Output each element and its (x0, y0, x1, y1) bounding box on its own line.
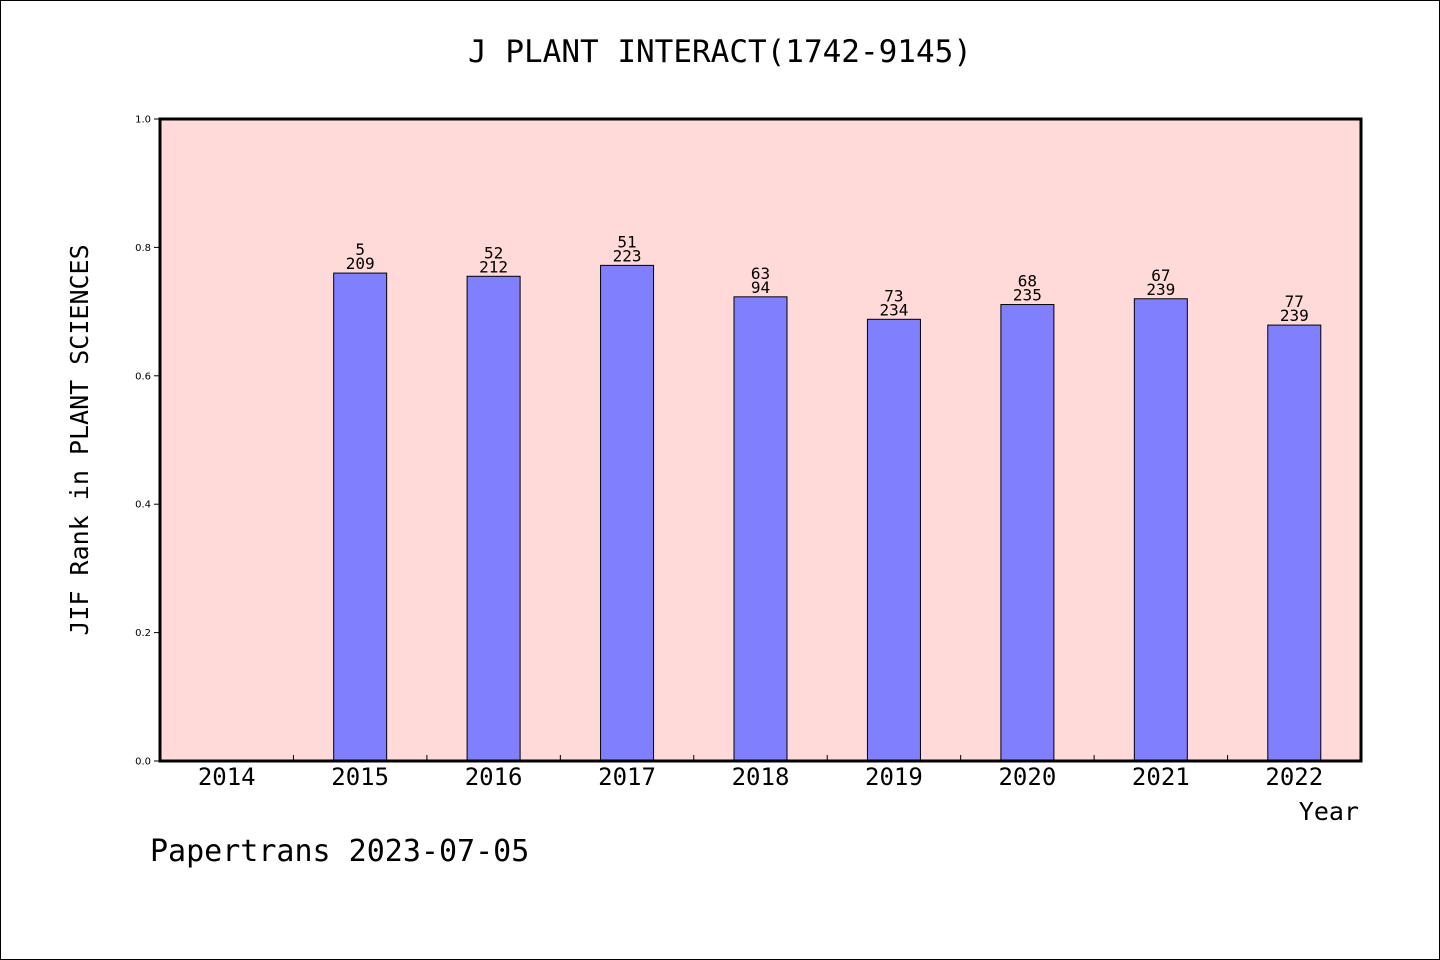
bar-label-rank: 68 (1018, 272, 1037, 291)
bar-label-rank: 67 (1151, 266, 1170, 285)
bar-series (333, 264, 1322, 762)
bar-label-total: 235 (1013, 286, 1042, 305)
y-tick-label: 0.0 (135, 757, 151, 768)
bar (1133, 298, 1188, 762)
y-tick-label: 0.6 (135, 371, 151, 382)
bar (1000, 304, 1055, 762)
y-axis: 0.0 0.2 0.4 0.6 0.8 1.0 (135, 115, 160, 768)
bar-label-rank: 77 (1285, 292, 1304, 311)
bar-label-rank: 5 (355, 240, 365, 259)
x-tick-label: 2017 (598, 763, 656, 791)
bar-label-rank: 63 (751, 264, 770, 283)
x-tick-label: 2021 (1132, 763, 1190, 791)
bar (1267, 324, 1322, 762)
bar-label-total: 239 (1146, 280, 1175, 299)
bar (333, 272, 388, 762)
x-tick-label: 2020 (998, 763, 1056, 791)
bar-label-total: 239 (1280, 306, 1309, 325)
plot-border (158, 117, 1363, 763)
x-tick-label: 2015 (331, 763, 389, 791)
y-tick-label: 0.2 (135, 628, 151, 639)
x-tick-label: 2016 (465, 763, 523, 791)
bar-label-rank: 73 (884, 286, 903, 305)
bar-label-rank: 52 (484, 243, 503, 262)
bar-label-total: 234 (879, 300, 908, 319)
bar-label-total: 94 (751, 278, 770, 297)
bar (466, 275, 521, 762)
bar (600, 264, 655, 762)
x-axis-title: Year (1299, 797, 1359, 826)
y-tick-label: 1.0 (135, 115, 151, 126)
bar-label-rank: 51 (617, 232, 636, 251)
x-axis: 2014 2015 2016 2017 2018 2019 2020 2021 2022 (198, 755, 1323, 791)
y-tick-label: 0.4 (135, 500, 151, 511)
bar (733, 296, 788, 762)
x-tick-label: 2018 (732, 763, 790, 791)
y-tick-label: 0.8 (135, 243, 151, 254)
chart-title: J PLANT INTERACT(1742-9145) (468, 34, 972, 70)
bar (866, 318, 921, 762)
x-tick-label: 2022 (1265, 763, 1323, 791)
x-tick-label: 2014 (198, 763, 256, 791)
bar-label-total: 212 (479, 257, 508, 276)
x-tick-label: 2019 (865, 763, 923, 791)
footer-watermark: Papertrans 2023-07-05 (150, 834, 530, 869)
bar-label-total: 209 (346, 254, 375, 273)
y-axis-title: JIF Rank in PLANT SCIENCES (65, 244, 94, 635)
bar-label-total: 223 (613, 246, 642, 265)
